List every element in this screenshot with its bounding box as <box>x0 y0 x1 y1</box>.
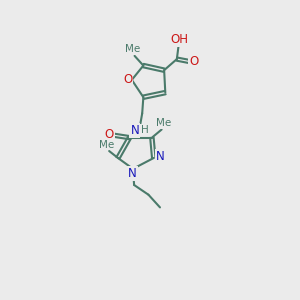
Text: OH: OH <box>170 33 188 46</box>
Text: Me: Me <box>125 44 140 54</box>
Text: O: O <box>105 128 114 141</box>
Text: H: H <box>141 125 148 135</box>
Text: N: N <box>156 150 165 163</box>
Text: O: O <box>189 55 199 68</box>
Text: N: N <box>130 124 139 137</box>
Text: Me: Me <box>156 118 171 128</box>
Text: Me: Me <box>99 140 115 150</box>
Text: O: O <box>123 73 132 86</box>
Text: N: N <box>128 167 137 180</box>
